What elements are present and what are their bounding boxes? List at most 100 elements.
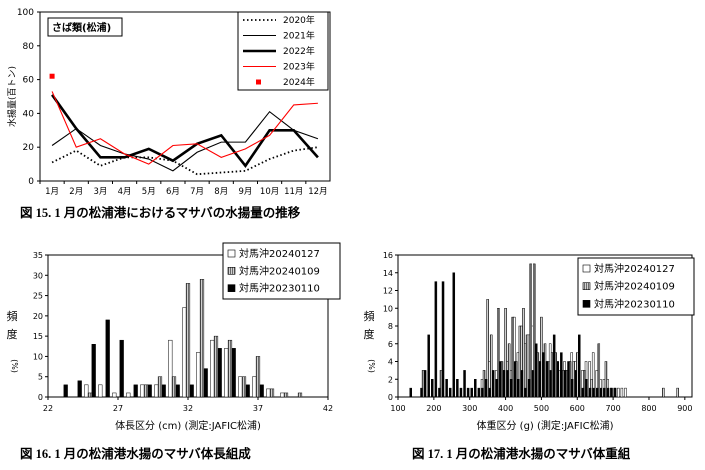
legend-label: 対馬沖20240109 <box>594 280 675 293</box>
bar-対馬沖20230110-620 <box>585 379 588 398</box>
bar-対馬沖20240109-34 <box>213 335 219 398</box>
y-tick-label: 20 <box>23 143 35 153</box>
y-tick-label: 40 <box>23 109 35 119</box>
bar-対馬沖20240109-30 <box>157 376 163 398</box>
bar-対馬沖20230110-570 <box>567 361 570 398</box>
bar-対馬沖20230110-630 <box>588 387 592 398</box>
bar-対馬沖20230110-390 <box>502 370 506 398</box>
bar-対馬沖20230110-190 <box>431 379 434 398</box>
bar-対馬沖20240109-25 <box>87 392 93 398</box>
legend-label: 2022年 <box>283 45 315 57</box>
x-tick-label: 11月 <box>284 187 303 197</box>
x-tick-label: 9月 <box>238 187 252 197</box>
bar-対馬沖20230110-610 <box>581 387 585 398</box>
y-axis-unit: (%) <box>367 359 376 373</box>
bar-対馬沖20230110-34 <box>217 348 222 398</box>
y-tick-label: 35 <box>33 251 43 260</box>
x-tick-label: 3月 <box>93 187 107 197</box>
x-tick-label: 500 <box>534 404 549 413</box>
bar-対馬沖20230110-130 <box>409 387 413 398</box>
panel-label: さば類(松浦) <box>52 21 111 34</box>
legend-swatch-対馬沖20240127 <box>582 264 591 273</box>
bar-対馬沖20230110-240 <box>448 387 452 398</box>
bar-対馬沖20240127-740 <box>624 387 627 398</box>
bar-対馬沖20240109-350 <box>486 299 489 398</box>
y-tick-label: 15 <box>33 332 43 341</box>
x-tick-label: 27 <box>113 404 123 413</box>
bar-対馬沖20230110-370 <box>495 379 499 398</box>
bar-対馬沖20230110-450 <box>524 387 527 398</box>
bar-対馬沖20230110-270 <box>459 387 463 398</box>
x-tick-label: 7月 <box>190 187 204 197</box>
bar-対馬沖20230110-25 <box>91 344 96 398</box>
x-tick-label: 900 <box>677 404 692 413</box>
bar-対馬沖20240127-32 <box>182 307 187 398</box>
x-tick-label: 800 <box>641 404 656 413</box>
bar-対馬沖20230110-33 <box>203 368 208 398</box>
bar-対馬沖20230110-380 <box>499 361 502 398</box>
bar-対馬沖20230110-360 <box>491 370 495 398</box>
bar-対馬沖20240127-29 <box>140 384 145 398</box>
x-tick-label: 200 <box>426 404 441 413</box>
bar-対馬沖20230110-37 <box>259 384 264 398</box>
bar-対馬沖20230110-470 <box>531 370 534 398</box>
bar-対馬沖20230110-530 <box>552 334 556 398</box>
legend-label: 対馬沖20240127 <box>594 262 675 275</box>
bar-対馬沖20230110-510 <box>545 361 549 398</box>
bar-対馬沖20240109-32 <box>185 283 191 398</box>
y-tick-label: 12 <box>383 287 393 296</box>
bar-対馬沖20230110-650 <box>595 387 599 398</box>
legend-label: 対馬沖20230110 <box>594 297 675 310</box>
legend-label: 2020年 <box>283 14 315 26</box>
y-tick-label: 10 <box>383 304 393 313</box>
bar-対馬沖20230110-310 <box>474 379 477 398</box>
point-2024-1月 <box>49 73 55 79</box>
chart-length-composition: 0 5 10 15 20 25 30 35 22 27 32 37 42 頻度 (%) 体長区分 (cm) (… <box>7 242 341 461</box>
legend-label: 2024年 <box>283 76 315 88</box>
bar-対馬沖20230110-170 <box>423 370 427 398</box>
x-tick-label: 600 <box>570 404 585 413</box>
x-tick-label: 2月 <box>69 187 83 197</box>
bar-対馬沖20230110-31 <box>175 384 180 398</box>
bar-対馬沖20240109-450 <box>522 308 525 398</box>
panel-label-box <box>47 17 123 37</box>
bar-対馬沖20240109-36 <box>241 376 247 398</box>
legend-label: 対馬沖20230110 <box>239 282 320 295</box>
bar-対馬沖20240127-33 <box>196 352 201 398</box>
bar-対馬沖20230110-520 <box>549 370 552 398</box>
y-tick-label: 4 <box>388 358 393 367</box>
bar-対馬沖20240109-470 <box>529 263 532 398</box>
bar-対馬沖20240109-440 <box>518 325 522 398</box>
bar-対馬沖20230110-540 <box>556 361 560 398</box>
bar-対馬沖20240127-38 <box>266 388 271 398</box>
bar-対馬沖20240109-420 <box>511 316 514 398</box>
legend-box <box>222 242 341 300</box>
x-tick-label: 6月 <box>166 187 180 197</box>
legend-label: 2023年 <box>283 61 315 73</box>
bar-対馬沖20230110-350 <box>488 387 491 398</box>
series-line-2023年 <box>51 91 318 165</box>
bar-対馬沖20240109-880 <box>676 387 679 398</box>
legend-swatch-対馬沖20230110 <box>227 284 236 292</box>
y-tick-label: 2 <box>388 375 393 384</box>
bar-対馬沖20230110-580 <box>570 379 574 398</box>
bar-対馬沖20230110-260 <box>456 379 459 398</box>
legend-swatch-対馬沖20240127 <box>227 249 236 258</box>
bar-対馬沖20230110-23 <box>63 384 68 398</box>
bar-対馬沖20240109-480 <box>532 263 536 398</box>
bar-対馬沖20240109-680 <box>604 361 608 398</box>
legend-label: 2021年 <box>283 30 315 42</box>
bar-対馬沖20240109-660 <box>597 343 601 398</box>
bar-対馬沖20240127-30 <box>154 384 159 398</box>
figure-caption: 図 15. 1 月の松浦港におけるマサバの水揚量の推移 <box>20 205 301 220</box>
y-axis-label: 水揚量(百トン) <box>6 66 18 127</box>
y-tick-label: 0 <box>388 393 393 402</box>
bar-対馬沖20240127-730 <box>620 387 624 398</box>
bar-対馬沖20240127-720 <box>617 387 620 398</box>
x-tick-label: 300 <box>462 404 477 413</box>
x-tick-label: 10月 <box>260 187 279 197</box>
y-tick-label: 80 <box>23 42 35 52</box>
y-axis-label-char: 頻 <box>364 309 375 323</box>
bar-対馬沖20240109-29 <box>143 384 149 398</box>
